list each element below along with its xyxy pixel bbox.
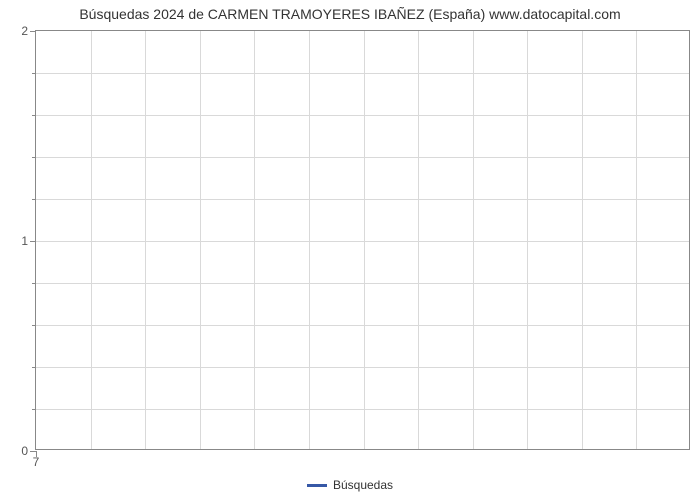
y-tick: [30, 241, 36, 242]
grid-line-vertical: [527, 31, 528, 449]
grid-line-horizontal: [36, 409, 689, 410]
grid-line-vertical: [473, 31, 474, 449]
chart-container: Búsquedas 2024 de CARMEN TRAMOYERES IBAÑ…: [0, 0, 700, 500]
grid-line-vertical: [254, 31, 255, 449]
grid-line-horizontal: [36, 367, 689, 368]
legend-item-busquedas: Búsquedas: [307, 478, 393, 492]
legend: Búsquedas: [0, 474, 700, 493]
grid-line-horizontal: [36, 199, 689, 200]
grid-line-horizontal: [36, 241, 689, 242]
grid-line-vertical: [200, 31, 201, 449]
legend-swatch: [307, 484, 327, 487]
y-minor-tick: [32, 73, 36, 74]
y-minor-tick: [32, 283, 36, 284]
y-minor-tick: [32, 157, 36, 158]
y-tick: [30, 31, 36, 32]
grid-line-horizontal: [36, 115, 689, 116]
chart-title: Búsquedas 2024 de CARMEN TRAMOYERES IBAÑ…: [0, 6, 700, 22]
y-minor-tick: [32, 409, 36, 410]
y-minor-tick: [32, 199, 36, 200]
y-minor-tick: [32, 325, 36, 326]
grid-line-horizontal: [36, 73, 689, 74]
grid-line-vertical: [309, 31, 310, 449]
y-minor-tick: [32, 367, 36, 368]
legend-label: Búsquedas: [333, 478, 393, 492]
grid-line-vertical: [418, 31, 419, 449]
grid-line-vertical: [91, 31, 92, 449]
y-tick-label: 2: [21, 24, 28, 38]
x-tick-label: 7: [33, 455, 40, 469]
grid-line-vertical: [582, 31, 583, 449]
grid-line-horizontal: [36, 157, 689, 158]
grid-line-vertical: [145, 31, 146, 449]
y-tick-label: 1: [21, 234, 28, 248]
grid-line-vertical: [636, 31, 637, 449]
grid-line-horizontal: [36, 283, 689, 284]
y-tick-label: 0: [21, 444, 28, 458]
grid-line-horizontal: [36, 325, 689, 326]
grid-line-vertical: [364, 31, 365, 449]
plot-area: 0127: [35, 30, 690, 450]
y-minor-tick: [32, 115, 36, 116]
